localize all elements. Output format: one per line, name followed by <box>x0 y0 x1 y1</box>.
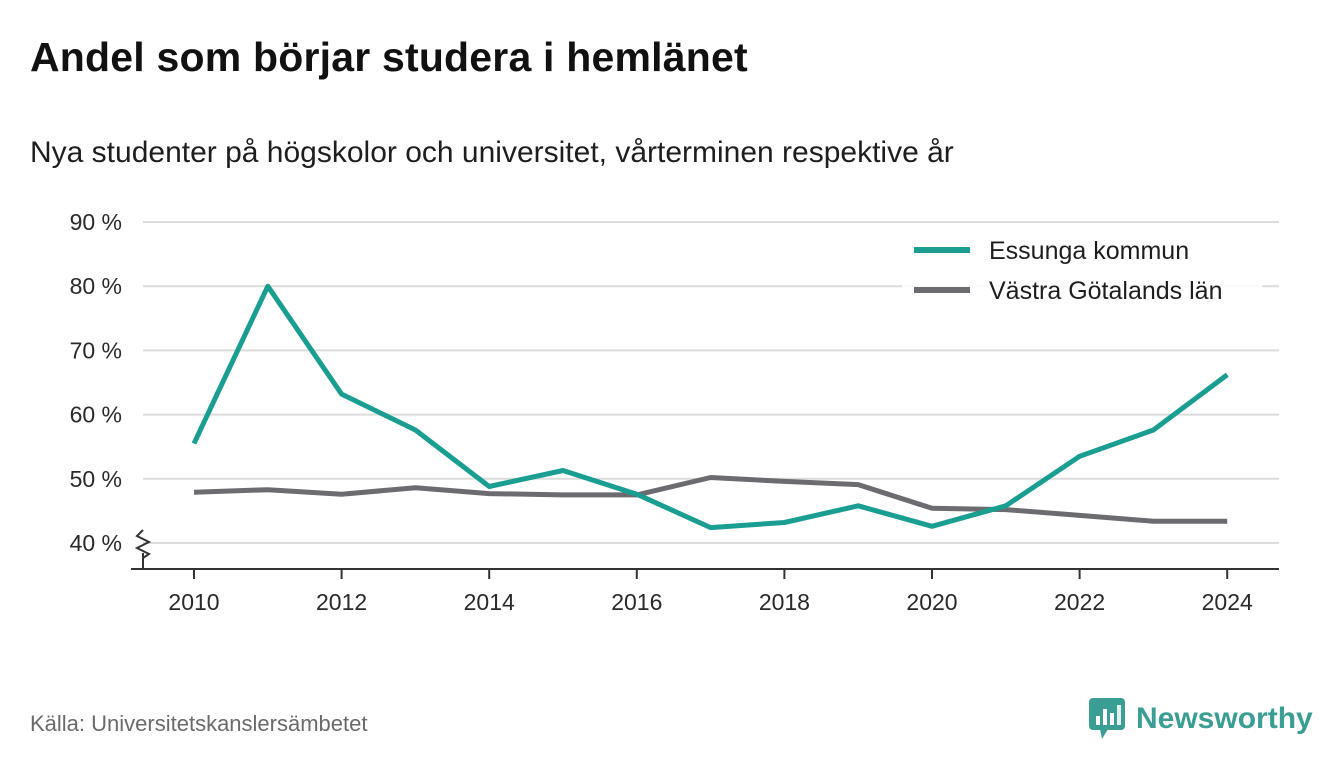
legend-label: Essunga kommun <box>989 237 1189 265</box>
source-note: Källa: Universitetskanslersämbetet <box>30 711 368 736</box>
brand-name: Newsworthy <box>1136 702 1313 735</box>
y-tick-label: 40 % <box>70 530 122 556</box>
brand-logo: Newsworthy <box>1088 697 1313 741</box>
legend: Essunga kommun Västra Götalands län <box>902 226 1262 310</box>
x-tick-label: 2018 <box>759 589 810 615</box>
grid-lines <box>143 221 1279 544</box>
series-line-vastra-gotaland <box>193 475 1228 524</box>
y-tick-label: 60 % <box>70 402 122 428</box>
x-tick-label: 2010 <box>168 589 219 615</box>
legend-background <box>902 226 1262 310</box>
chart-title: Andel som börjar studera i hemlänet <box>30 34 748 80</box>
series-lines <box>191 283 1229 531</box>
y-tick-label: 80 % <box>70 273 122 299</box>
x-tick-label: 2012 <box>316 589 367 615</box>
x-tick-label: 2020 <box>906 589 957 615</box>
legend-label: Västra Götalands län <box>989 277 1222 305</box>
y-tick-label: 50 % <box>70 466 122 492</box>
y-tick-label: 70 % <box>70 337 122 363</box>
y-axis-break-icon <box>134 529 152 559</box>
line-chart: 90 % 80 % 70 % 60 % 50 % 40 % 2010 2012 2014 2016… <box>70 209 1279 615</box>
chart-subtitle: Nya studenter på högskolor och universit… <box>30 136 954 169</box>
y-tick-label: 90 % <box>70 209 122 235</box>
x-tick-label: 2022 <box>1054 589 1105 615</box>
x-tick-label: 2014 <box>464 589 515 615</box>
x-tick-label: 2016 <box>611 589 662 615</box>
newsworthy-logo-icon <box>1089 698 1125 739</box>
x-tick-label: 2024 <box>1202 589 1253 615</box>
axes: 90 % 80 % 70 % 60 % 50 % 40 % 2010 2012 2014 2016… <box>70 209 1279 615</box>
